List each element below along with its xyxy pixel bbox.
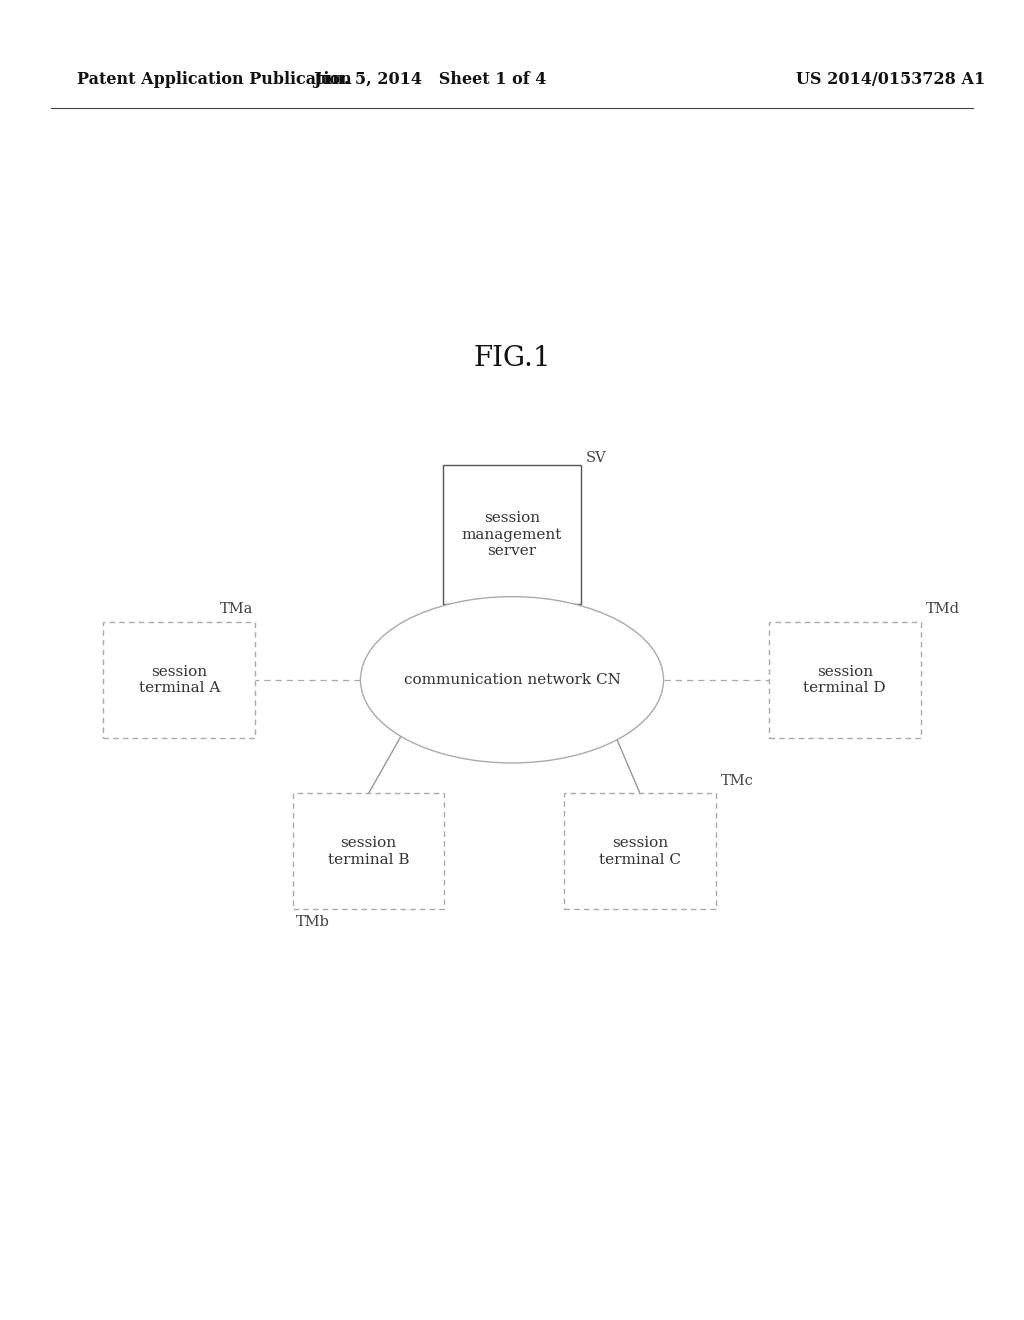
Text: TMc: TMc bbox=[721, 774, 754, 788]
Text: SV: SV bbox=[586, 451, 607, 466]
Bar bbox=[442, 465, 582, 605]
Text: US 2014/0153728 A1: US 2014/0153728 A1 bbox=[797, 71, 985, 88]
Text: communication network CN: communication network CN bbox=[403, 673, 621, 686]
Text: TMa: TMa bbox=[219, 602, 253, 616]
Text: Patent Application Publication: Patent Application Publication bbox=[77, 71, 351, 88]
Text: session
management
server: session management server bbox=[462, 511, 562, 558]
Bar bbox=[564, 793, 716, 909]
Bar bbox=[293, 793, 444, 909]
Text: Jun. 5, 2014   Sheet 1 of 4: Jun. 5, 2014 Sheet 1 of 4 bbox=[313, 71, 547, 88]
Text: TMd: TMd bbox=[926, 602, 959, 616]
Text: FIG.1: FIG.1 bbox=[473, 345, 551, 371]
Text: session
terminal B: session terminal B bbox=[328, 837, 410, 866]
Text: session
terminal A: session terminal A bbox=[138, 665, 220, 694]
Bar bbox=[769, 622, 921, 738]
Text: session
terminal D: session terminal D bbox=[804, 665, 886, 694]
Bar bbox=[103, 622, 255, 738]
Ellipse shape bbox=[360, 597, 664, 763]
Text: session
terminal C: session terminal C bbox=[599, 837, 681, 866]
Text: TMb: TMb bbox=[296, 915, 330, 929]
